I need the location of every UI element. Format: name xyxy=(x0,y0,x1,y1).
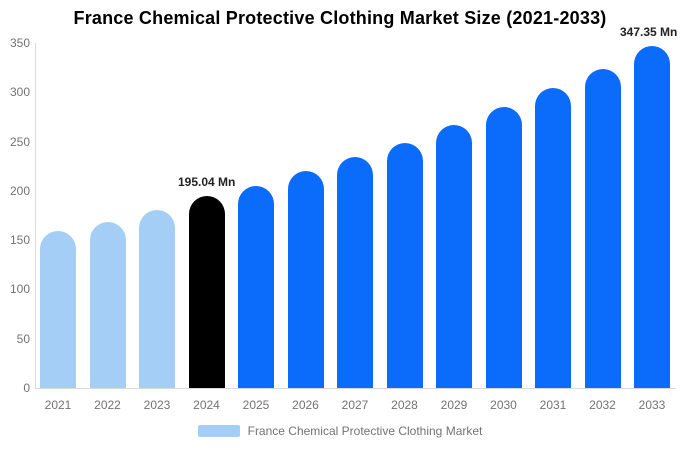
x-tick-label-2032: 2032 xyxy=(589,398,616,412)
x-tick-label-2027: 2027 xyxy=(341,398,369,412)
bar-2032 xyxy=(584,68,621,388)
annotation-2024: 195.04 Mn xyxy=(178,174,236,189)
bar-2033 xyxy=(634,45,670,388)
y-tick-label-350: 350 xyxy=(9,36,30,50)
bar-2031 xyxy=(535,88,571,388)
y-tick-label-50: 50 xyxy=(16,331,30,346)
chart-title: France Chemical Protective Clothing Mark… xyxy=(73,8,607,28)
y-tick-label-150: 150 xyxy=(9,233,30,248)
x-tick-label-2024: 2024 xyxy=(193,398,220,412)
x-tick-label-2033: 2033 xyxy=(638,398,666,412)
bar-2024 xyxy=(188,195,225,388)
x-axis-line xyxy=(35,388,676,389)
legend: France Chemical Protective Clothing Mark… xyxy=(0,424,680,438)
legend-swatch-icon xyxy=(197,425,240,437)
bar-2028 xyxy=(386,142,423,388)
x-tick-label-2025: 2025 xyxy=(242,398,270,412)
y-tick-label-100: 100 xyxy=(9,282,30,297)
legend-label: France Chemical Protective Clothing Mark… xyxy=(247,424,483,438)
x-tick-label-2031: 2031 xyxy=(539,398,567,412)
x-tick-label-2026: 2026 xyxy=(292,398,319,412)
x-tick-label-2029: 2029 xyxy=(440,398,468,412)
legend-item[interactable]: France Chemical Protective Clothing Mark… xyxy=(197,424,483,438)
x-tick-label-2028: 2028 xyxy=(391,398,418,412)
bar-2026 xyxy=(287,171,324,388)
y-tick-label-0: 0 xyxy=(23,381,30,395)
y-axis-line xyxy=(35,43,36,388)
bar-2030 xyxy=(485,107,522,388)
x-tick-label-2021: 2021 xyxy=(44,398,72,412)
x-tick-label-2030: 2030 xyxy=(490,398,517,412)
bar-2025 xyxy=(238,185,274,388)
annotation-2033: 347.35 Mn xyxy=(620,24,678,39)
y-tick-label-300: 300 xyxy=(9,85,30,100)
x-tick-label-2023: 2023 xyxy=(143,398,171,412)
bar-2023 xyxy=(139,209,175,388)
x-tick-label-2022: 2022 xyxy=(94,398,121,412)
bar-2029 xyxy=(436,124,472,388)
y-tick-label-250: 250 xyxy=(9,134,30,149)
bar-2021 xyxy=(40,231,76,388)
bar-2027 xyxy=(337,157,373,388)
bar-2022 xyxy=(89,222,126,388)
y-tick-label-200: 200 xyxy=(9,183,30,198)
